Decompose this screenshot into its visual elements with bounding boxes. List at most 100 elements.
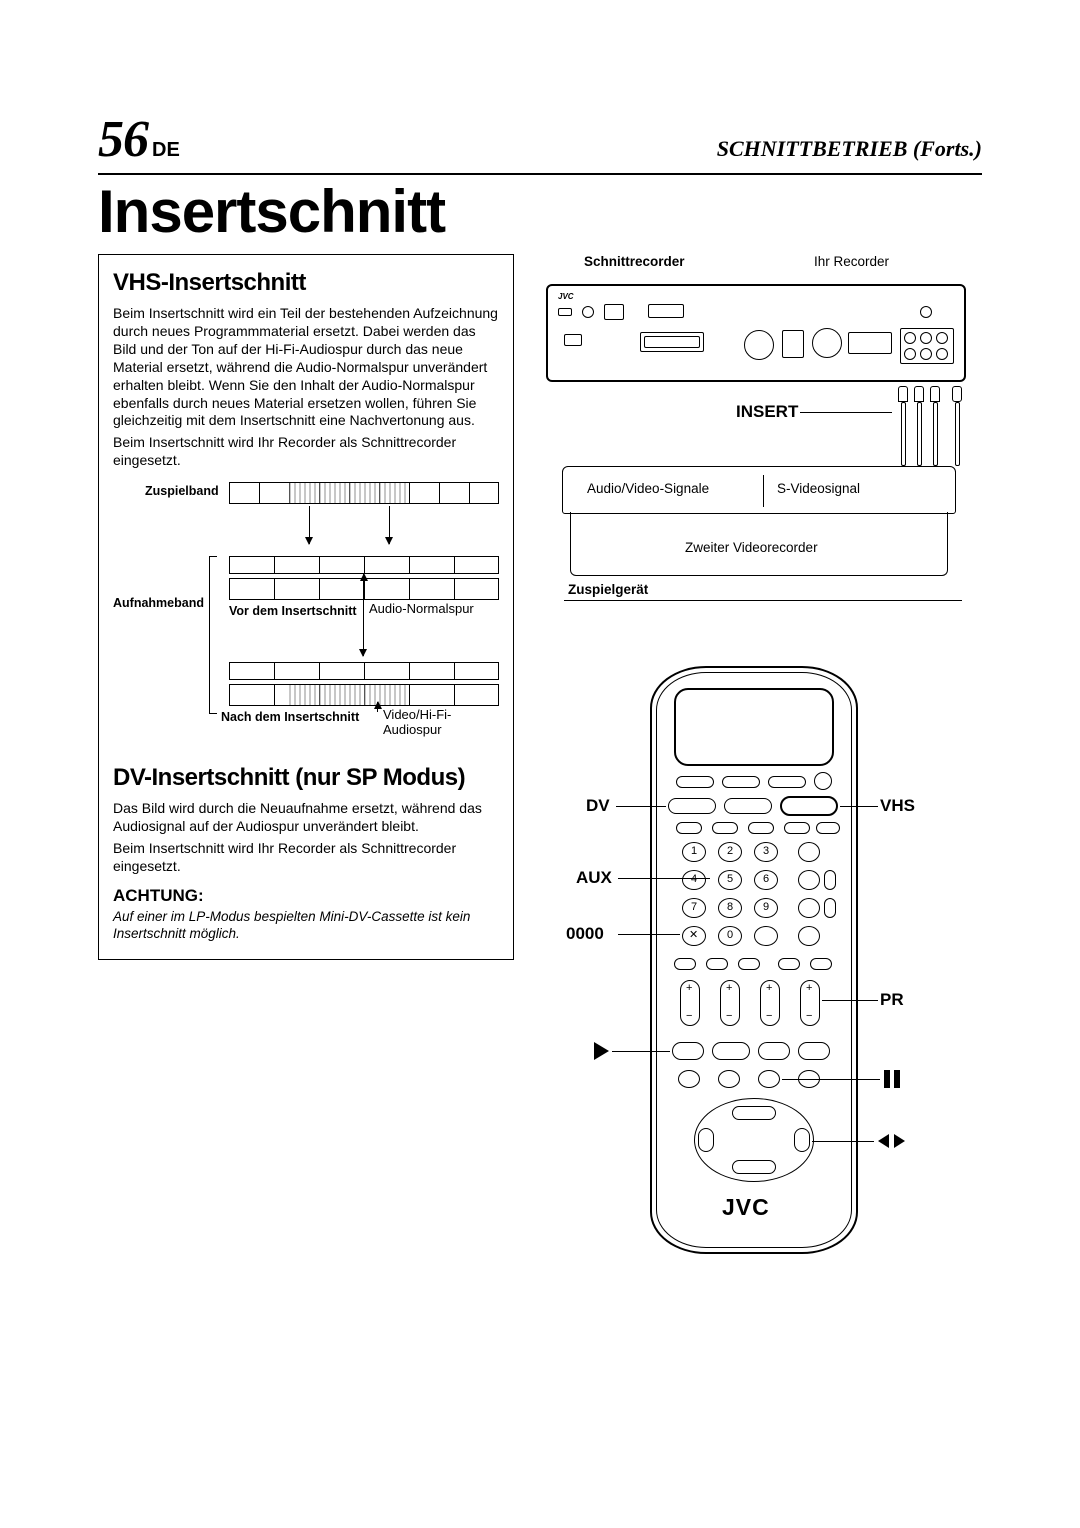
dpad-up xyxy=(732,1106,776,1120)
dpad-right xyxy=(794,1128,810,1152)
remote-button xyxy=(748,822,774,834)
remote-button xyxy=(754,926,778,946)
cable-icon xyxy=(917,402,922,466)
remote-lcd xyxy=(674,688,834,766)
rocker-button xyxy=(680,980,700,1026)
remote-button xyxy=(798,842,820,862)
pointer-line xyxy=(840,806,878,807)
remote-button xyxy=(824,870,836,890)
vhs-paragraph-1: Beim Insertschnitt wird ein Teil der bes… xyxy=(113,305,499,430)
remote-button xyxy=(712,822,738,834)
pointer-line xyxy=(618,878,710,879)
rew-button xyxy=(672,1042,704,1060)
plug-icon xyxy=(914,386,924,402)
rocker-button xyxy=(760,980,780,1026)
cable-icon xyxy=(933,402,938,466)
pointer-line xyxy=(800,412,892,413)
remote-button xyxy=(798,870,820,890)
sv-signal-label: S-Videosignal xyxy=(777,481,860,496)
manual-page: 56 DE SCHNITTBETRIEB (Forts.) Insertschn… xyxy=(0,0,1080,1330)
arrow-icon xyxy=(377,702,378,712)
content-box: VHS-Insertschnitt Beim Insertschnitt wir… xyxy=(98,254,514,960)
content-columns: VHS-Insertschnitt Beim Insertschnitt wir… xyxy=(98,254,982,1270)
plug-icon xyxy=(898,386,908,402)
left-column: VHS-Insertschnitt Beim Insertschnitt wir… xyxy=(98,254,514,1270)
arrow-icon xyxy=(389,506,390,544)
zero-label: 0000 xyxy=(566,924,604,944)
insert-label: INSERT xyxy=(736,402,798,422)
cable-icon xyxy=(901,402,906,466)
tape-diagram: Zuspielband Aufnahmeband xyxy=(113,486,499,736)
remote-button xyxy=(784,822,810,834)
arrow-icon xyxy=(363,620,364,656)
cancel-button xyxy=(682,926,706,946)
pointer-line xyxy=(812,1141,874,1142)
remote-button xyxy=(674,958,696,970)
rec-button xyxy=(678,1070,700,1088)
zuspielband-label: Zuspielband xyxy=(145,484,219,498)
remote-button xyxy=(798,898,820,918)
num-3 xyxy=(754,842,778,862)
zuspielgeraet-label: Zuspielgerät xyxy=(568,582,648,597)
dv-paragraph-2: Beim Insertschnitt wird Ihr Recorder als… xyxy=(113,840,499,876)
right-tri-icon xyxy=(894,1134,905,1148)
dv-heading: DV-Insertschnitt (nur SP Modus) xyxy=(113,764,499,792)
before-label: Vor dem Insertschnitt xyxy=(229,604,357,618)
num-1 xyxy=(682,842,706,862)
pointer-line xyxy=(618,934,680,935)
dpad-down xyxy=(732,1160,776,1174)
num-7 xyxy=(682,898,706,918)
remote-button xyxy=(676,822,702,834)
vhs-paragraph-2: Beim Insertschnitt wird Ihr Recorder als… xyxy=(113,434,499,470)
page-number: 56 xyxy=(98,110,148,169)
bracket-icon xyxy=(209,556,217,714)
pr-rocker xyxy=(800,980,820,1026)
video-track-after xyxy=(229,684,499,706)
left-tri-icon xyxy=(878,1134,889,1148)
remote-button xyxy=(724,798,772,814)
dv-button xyxy=(668,798,716,814)
remote-button xyxy=(798,1042,830,1060)
ff-button xyxy=(758,1042,790,1060)
remote-button xyxy=(706,958,728,970)
remote-diagram: DV VHS 1 2 3 4 5 6 AUX xyxy=(546,666,982,1270)
player-device: Zweiter Videorecorder xyxy=(570,512,948,576)
pointer-line xyxy=(822,1000,878,1001)
remote-button xyxy=(676,776,714,788)
right-column: Schnittrecorder Ihr Recorder xyxy=(546,254,982,1270)
dpad-left xyxy=(698,1128,714,1152)
vhs-heading: VHS-Insertschnitt xyxy=(113,269,499,297)
arrow-icon xyxy=(309,506,310,544)
pause-icon xyxy=(884,1070,900,1088)
caution-note: Auf einer im LP-Modus bespielten Mini-DV… xyxy=(113,908,499,943)
remote-button xyxy=(778,958,800,970)
caution-heading: ACHTUNG: xyxy=(113,886,499,906)
aux-label: AUX xyxy=(576,868,612,888)
zweiter-label: Zweiter Videorecorder xyxy=(685,540,818,555)
pointer-line xyxy=(616,806,666,807)
power-button xyxy=(814,772,832,790)
arrow-icon xyxy=(363,574,364,620)
remote-button xyxy=(798,926,820,946)
pointer-line xyxy=(782,1079,880,1080)
plug-icon xyxy=(930,386,940,402)
num-2 xyxy=(718,842,742,862)
rocker-button xyxy=(720,980,740,1026)
play-button xyxy=(712,1042,750,1060)
dv-paragraph-1: Das Bild wird durch die Neuaufnahme erse… xyxy=(113,800,499,836)
schnittrecorder-label: Schnittrecorder xyxy=(584,254,685,269)
after-label: Nach dem Insertschnitt xyxy=(221,710,359,724)
remote-button xyxy=(824,898,836,918)
page-lang: DE xyxy=(152,139,180,162)
cable-icon xyxy=(955,402,960,466)
underline xyxy=(564,600,962,601)
audio-track-after xyxy=(229,662,499,680)
vhs-button xyxy=(780,796,838,816)
recorder-device xyxy=(546,284,966,382)
vhs-label: VHS xyxy=(880,796,915,816)
video-hifi-label: Video/Hi-Fi-Audiospur xyxy=(383,708,499,738)
num-9 xyxy=(754,898,778,918)
audio-track-before xyxy=(229,556,499,574)
brand-logo: JVC xyxy=(722,1194,770,1221)
section-title: SCHNITTBETRIEB (Forts.) xyxy=(717,136,982,162)
